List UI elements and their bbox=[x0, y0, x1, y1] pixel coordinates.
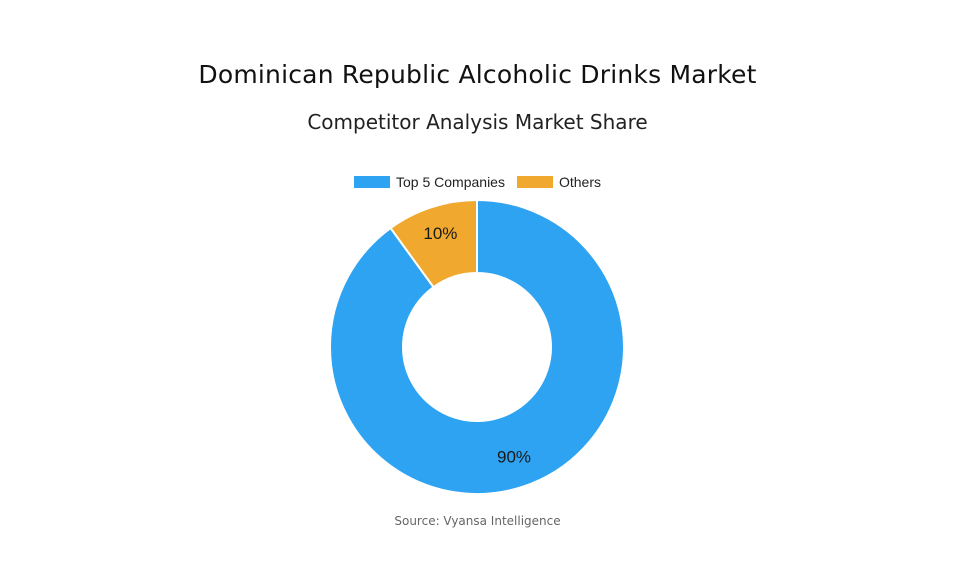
slice-top5-label: 90% bbox=[497, 447, 531, 466]
donut-slice-labels: 90% 10% bbox=[423, 224, 531, 467]
chart-subtitle: Competitor Analysis Market Share bbox=[307, 110, 648, 134]
chart-legend: Top 5 Companies Others bbox=[0, 174, 955, 190]
slice-others[interactable] bbox=[389, 198, 478, 289]
legend-label-others: Others bbox=[558, 174, 601, 190]
legend-item-top5[interactable]: Top 5 Companies bbox=[354, 174, 505, 190]
chart-title: Dominican Republic Alcoholic Drinks Mark… bbox=[198, 60, 757, 89]
legend-swatch-top5 bbox=[354, 176, 391, 188]
source-note: Source: Vyansa Intelligence bbox=[394, 514, 561, 528]
legend-label-top5: Top 5 Companies bbox=[396, 174, 505, 190]
legend-swatch-others bbox=[516, 176, 553, 188]
donut-slices bbox=[329, 198, 625, 495]
slice-top5[interactable] bbox=[329, 198, 625, 495]
slice-others-label: 10% bbox=[423, 224, 457, 243]
legend-item-others[interactable]: Others bbox=[516, 174, 601, 190]
